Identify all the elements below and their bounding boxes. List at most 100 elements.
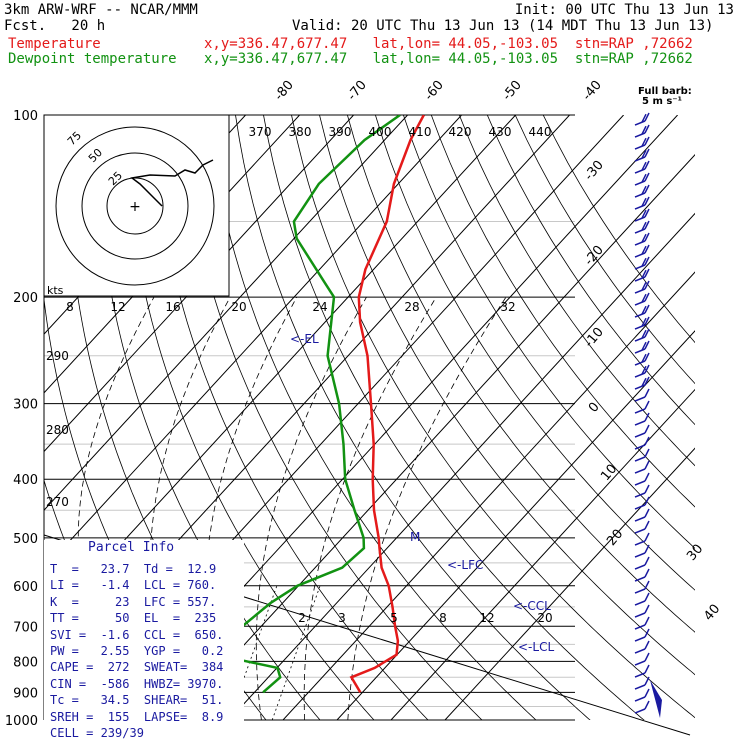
- parcel-info-panel: Parcel Info T = 23.7 Td = 12.9 LI = -1.4 …: [44, 540, 244, 740]
- wind-barb-shaft: [634, 648, 646, 654]
- wind-barb-flag: [641, 185, 647, 195]
- isotherm-label: -80: [272, 78, 297, 104]
- level-annotation: <-EL: [290, 332, 319, 346]
- dry-adiabat: [151, 115, 429, 720]
- dry-adiabat: [291, 115, 695, 719]
- mixing-ratio-label: 8: [439, 611, 447, 625]
- wind-barb-flag: [644, 232, 650, 242]
- wind-barb-shaft: [634, 372, 646, 378]
- wind-barb-flag: [644, 244, 650, 254]
- wind-barb-flag: [644, 676, 650, 686]
- wind-barb-flag: [641, 305, 647, 315]
- wind-barb-flag: [644, 532, 650, 542]
- wind-barb-shaft: [634, 180, 646, 186]
- wind-barb-shaft: [634, 408, 646, 414]
- dry-adiabat: [458, 115, 695, 467]
- wind-barb-shaft: [634, 204, 646, 210]
- wind-barb: [634, 388, 650, 402]
- wind-barb-shaft: [634, 156, 646, 162]
- wind-legend-title: Full barb:: [638, 86, 692, 97]
- wind-barb: [634, 580, 650, 594]
- isotherm-label: 0: [586, 400, 603, 416]
- wind-barb-shaft: [634, 228, 646, 234]
- mixing-ratio-label: 20: [537, 611, 552, 625]
- wind-barb-shaft: [634, 708, 646, 714]
- wind-barb-flag: [644, 148, 650, 158]
- dewpoint-location: x,y=336.47,677.47 lat,lon= 44.05,-103.05…: [204, 51, 693, 67]
- parcel-info-row: PW = 2.55 YGP = 0.2: [50, 644, 224, 658]
- chart-adiabats: [44, 115, 695, 720]
- wind-barb-shaft: [634, 360, 646, 366]
- theta-e-label: 430: [489, 125, 512, 139]
- isotherm-label: -60: [422, 78, 447, 104]
- pressure-label: 400: [13, 473, 38, 488]
- parcel-info-row: T = 23.7 Td = 12.9: [50, 562, 217, 576]
- wind-barb-flag: [644, 448, 650, 458]
- wind-barb-flag: [644, 364, 650, 374]
- wind-barb-shaft: [634, 420, 646, 426]
- wind-barb-shaft: [634, 312, 646, 318]
- wind-barb-flag: [641, 341, 647, 351]
- isotherm-label: -20: [582, 243, 607, 269]
- isotherm: [390, 388, 695, 720]
- isotherm-label: -50: [500, 78, 525, 104]
- wind-barb-shaft: [634, 264, 646, 270]
- isotherm-label: 40: [701, 602, 723, 624]
- wind-barb-shaft: [634, 168, 646, 174]
- init-time: Init: 00 UTC Thu 13 Jun 13: [514, 2, 734, 18]
- wind-barb-shaft: [634, 600, 646, 606]
- wind-barb: [634, 160, 650, 174]
- dry-adiabat: [319, 115, 695, 676]
- wind-barb-flag: [641, 233, 647, 243]
- wind-barb-shaft: [634, 576, 646, 582]
- wind-barb: [634, 172, 650, 186]
- mixing-ratio-line: [228, 585, 278, 720]
- wind-barb-flag: [644, 112, 650, 122]
- hodograph-center: +: [129, 199, 141, 215]
- isotherm: [44, 115, 354, 453]
- wind-barb-flag: [644, 160, 650, 170]
- wind-barb-flag: [641, 209, 647, 219]
- wind-barb: [634, 448, 650, 462]
- parcel-info-row: CELL = 239/39: [50, 726, 144, 740]
- mixing-ratio-label: 2: [298, 611, 306, 625]
- pressure-label: 100: [13, 109, 38, 124]
- wind-barb-flag: [644, 652, 650, 662]
- wind-barb-shaft: [634, 240, 646, 246]
- wind-barb: [634, 688, 650, 702]
- theta-e-label: 410: [409, 125, 432, 139]
- wind-barb-flag: [644, 316, 650, 326]
- wind-barb-shaft: [634, 480, 646, 486]
- wind-barb-flag: [644, 280, 650, 290]
- pressure-label: 200: [13, 291, 38, 306]
- surface-barb-cluster: [650, 680, 662, 718]
- isotherm: [336, 330, 695, 720]
- temperature-location: x,y=336.47,677.47 lat,lon= 44.05,-103.05…: [204, 36, 693, 52]
- parcel-info-row: SVI = -1.6 CCL = 650.: [50, 627, 224, 642]
- wind-barb-shaft: [634, 192, 646, 198]
- wind-barb: [634, 436, 650, 450]
- wind-barb-flag: [644, 580, 650, 590]
- wind-barb: [634, 304, 650, 318]
- isotherm-label: -40: [580, 78, 605, 104]
- wind-barb-flag: [644, 136, 650, 146]
- wind-barb-flag: [641, 197, 647, 207]
- dry-adiabat: [123, 115, 375, 720]
- mixing-ratio-label: 5: [390, 611, 398, 625]
- wind-barb-flag: [644, 388, 650, 398]
- wind-legend-value: 5 m s⁻¹: [642, 96, 682, 107]
- moist-adiabat: [149, 296, 231, 720]
- isotherm: [174, 154, 695, 720]
- isotherm: [282, 271, 695, 720]
- wind-barb: [634, 220, 650, 234]
- hodograph-ring: [81, 152, 189, 260]
- wind-barb-shaft: [634, 252, 646, 258]
- wind-barb: [634, 616, 650, 630]
- theta-e-label: 440: [529, 125, 552, 139]
- wind-barb: [634, 556, 650, 570]
- model-title: 3km ARW-WRF -- NCAR/MMM: [4, 2, 198, 18]
- dry-adiabat: [403, 115, 695, 549]
- wind-barb-flag: [641, 269, 647, 279]
- wind-barb: [634, 328, 650, 342]
- wind-barb-flag: [644, 664, 650, 674]
